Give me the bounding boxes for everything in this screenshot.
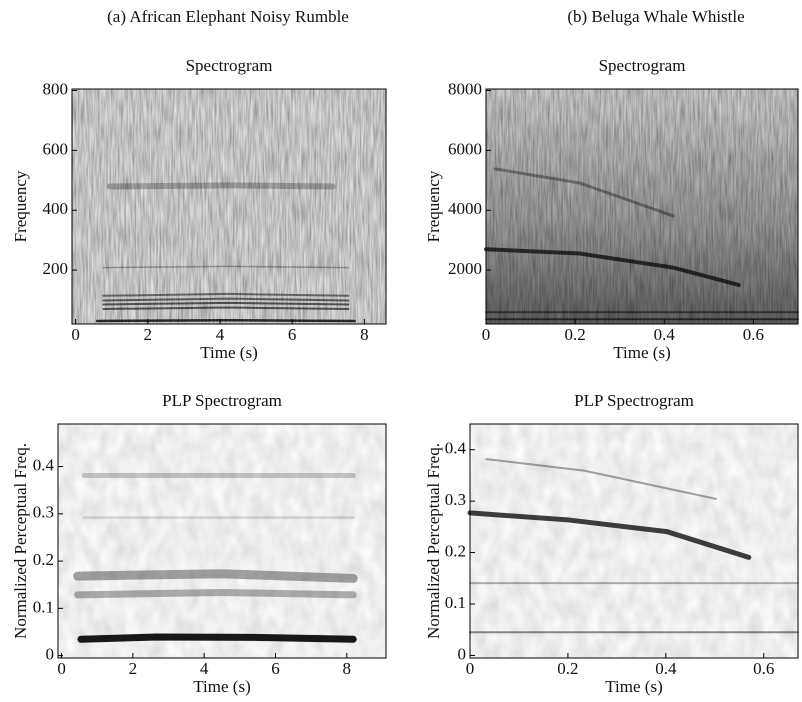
x-axis-label: Time (s) xyxy=(200,343,257,362)
y-tick-label: 0.4 xyxy=(445,439,467,458)
x-tick-label: 0 xyxy=(57,659,66,678)
x-tick-label: 0 xyxy=(482,325,491,344)
spectrogram-shade xyxy=(486,89,798,324)
spectrogram-streak xyxy=(485,458,717,500)
spectrogram-texture xyxy=(72,89,386,324)
plot-frame xyxy=(71,88,387,325)
x-tick-label: 0.6 xyxy=(743,325,764,344)
y-tick-label: 0.1 xyxy=(445,593,466,612)
spectrogram-streak xyxy=(106,182,336,190)
column-header: (b) Beluga Whale Whistle xyxy=(567,7,744,26)
spectrogram-texture xyxy=(470,424,798,658)
y-tick-label: 0.1 xyxy=(33,597,54,616)
spectrogram-streak xyxy=(493,167,675,218)
y-tick-label: 0.2 xyxy=(33,550,54,569)
chart-title: PLP Spectrogram xyxy=(162,391,282,410)
spectrogram-texture xyxy=(58,424,386,658)
y-tick-label: 0 xyxy=(458,644,467,663)
x-axis-label: Time (s) xyxy=(613,343,670,362)
spectrogram-streak xyxy=(102,265,350,269)
y-tick-label: 0.2 xyxy=(445,541,466,560)
spectrogram-streak xyxy=(102,306,350,310)
x-tick-label: 4 xyxy=(216,325,225,344)
x-tick-label: 0 xyxy=(71,325,80,344)
y-tick-label: 4000 xyxy=(448,199,482,218)
x-axis-label: Time (s) xyxy=(605,677,662,696)
x-tick-label: 0 xyxy=(466,659,475,678)
x-tick-label: 2 xyxy=(144,325,153,344)
y-axis-label: Normalized Perceptual Freq. xyxy=(424,443,443,639)
x-tick-label: 6 xyxy=(271,659,280,678)
x-tick-label: 0.4 xyxy=(654,325,676,344)
y-tick-label: 0.3 xyxy=(445,490,466,509)
spectrogram-streak xyxy=(102,297,350,302)
y-tick-label: 600 xyxy=(43,139,69,158)
x-tick-label: 0.2 xyxy=(557,659,578,678)
plot-frame xyxy=(485,88,799,325)
spectrogram-image xyxy=(484,89,799,324)
y-axis-label: Frequency xyxy=(11,170,30,242)
column-header: (a) African Elephant Noisy Rumble xyxy=(107,7,349,26)
y-tick-label: 8000 xyxy=(448,79,482,98)
y-axis-label: Normalized Perceptual Freq. xyxy=(11,443,30,639)
y-tick-label: 200 xyxy=(43,259,69,278)
plot-frame xyxy=(469,423,799,659)
x-tick-label: 6 xyxy=(288,325,297,344)
spectrogram-streak xyxy=(73,569,358,583)
spectrogram-streak xyxy=(74,588,357,599)
plot-frame xyxy=(57,423,387,659)
y-tick-label: 2000 xyxy=(448,259,482,278)
spectrogram-image xyxy=(467,424,799,658)
spectrogram-streak xyxy=(77,633,357,643)
spectrogram-image xyxy=(72,89,386,324)
chart-title: Spectrogram xyxy=(599,56,686,75)
y-tick-label: 0.3 xyxy=(33,503,54,522)
y-tick-label: 6000 xyxy=(448,139,482,158)
x-tick-label: 0.6 xyxy=(753,659,774,678)
spectrogram-streak xyxy=(95,318,356,323)
y-axis-label: Frequency xyxy=(424,170,443,242)
y-tick-label: 800 xyxy=(43,79,69,98)
x-tick-label: 8 xyxy=(343,659,352,678)
x-tick-label: 8 xyxy=(360,325,369,344)
x-tick-label: 2 xyxy=(129,659,138,678)
x-axis-label: Time (s) xyxy=(193,677,250,696)
chart-title: Spectrogram xyxy=(186,56,273,75)
spectrogram-streak xyxy=(484,247,741,287)
y-tick-label: 0 xyxy=(46,645,55,664)
x-tick-label: 0.4 xyxy=(655,659,677,678)
chart-title: PLP Spectrogram xyxy=(574,391,694,410)
x-tick-label: 0.2 xyxy=(565,325,586,344)
spectrogram-streak xyxy=(102,301,350,306)
y-tick-label: 400 xyxy=(43,199,69,218)
x-tick-label: 4 xyxy=(200,659,209,678)
y-tick-label: 0.4 xyxy=(33,455,55,474)
spectrogram-image xyxy=(58,424,386,658)
spectrogram-streak xyxy=(102,292,350,297)
spectrogram-streak xyxy=(467,510,752,560)
